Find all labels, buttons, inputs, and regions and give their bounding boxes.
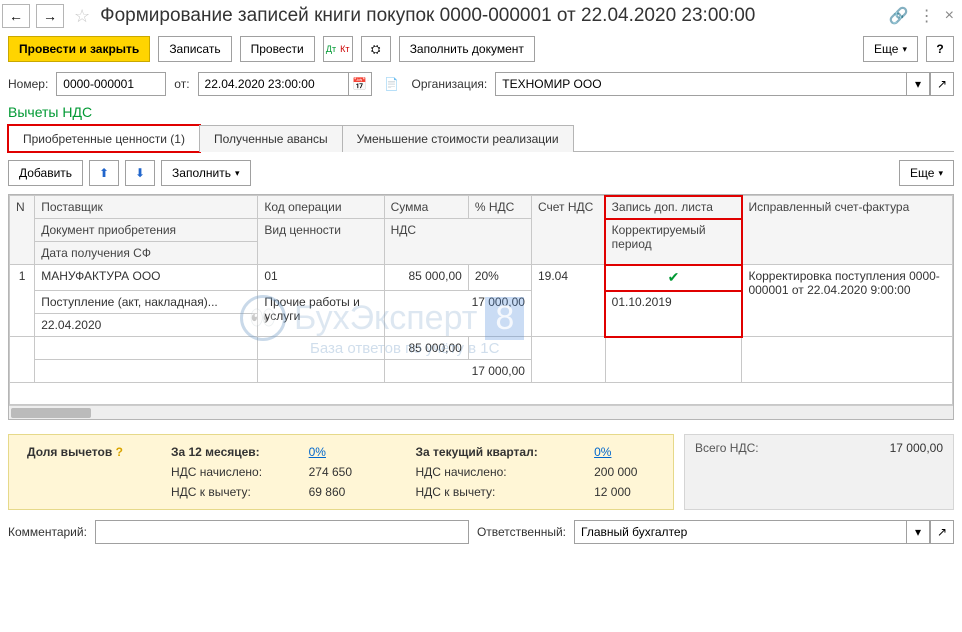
nds-charged-label-q: НДС начислено:	[410, 463, 587, 481]
hdr-dop: Запись доп. листа	[605, 196, 742, 219]
fill-button[interactable]: Заполнить ▾	[161, 160, 250, 186]
nds-charged-12: 274 650	[303, 463, 376, 481]
hdr-acct: Счет НДС	[531, 196, 605, 265]
link-icon[interactable]: 🔗	[889, 6, 909, 26]
move-up-icon[interactable]: ⬆	[89, 160, 119, 186]
help-question-icon[interactable]: ?	[116, 445, 123, 459]
toolbar: Провести и закрыть Записать Провести ДтК…	[0, 32, 962, 70]
number-label: Номер:	[8, 77, 48, 91]
hdr-valtype: Вид ценности	[258, 219, 384, 265]
footer-row: Комментарий: Ответственный: ▾ ↗	[0, 518, 962, 552]
add-button[interactable]: Добавить	[8, 160, 83, 186]
nds-deduct-label-12: НДС к вычету:	[165, 483, 301, 501]
nds-charged-q: 200 000	[588, 463, 661, 481]
section-header: Вычеты НДС	[0, 102, 962, 124]
table-row[interactable]: 1 МАНУФАКТУРА ООО 01 85 000,00 20% 19.04…	[10, 265, 953, 291]
periodq-pct[interactable]: 0%	[594, 445, 611, 459]
cell-sfdate: 22.04.2020	[35, 314, 258, 337]
cell-nds: 17 000,00	[384, 291, 531, 337]
nds-deduct-label-q: НДС к вычету:	[410, 483, 587, 501]
total-label: Всего НДС:	[695, 441, 759, 503]
cell-period: 01.10.2019	[605, 291, 742, 337]
org-link-icon[interactable]: 📄	[380, 72, 404, 96]
resp-label: Ответственный:	[477, 525, 566, 539]
back-button[interactable]: ←	[2, 4, 30, 28]
total-val: 17 000,00	[890, 441, 943, 503]
comment-input[interactable]	[95, 520, 469, 544]
cell-n: 1	[10, 265, 35, 337]
org-open-icon[interactable]: ↗	[930, 72, 954, 96]
kebab-icon[interactable]: ⋮	[919, 6, 935, 26]
totals-row: 85 000,00	[10, 337, 953, 360]
calendar-icon[interactable]: 📅	[348, 72, 372, 96]
total-nds: 17 000,00	[384, 360, 531, 383]
cell-supplier: МАНУФАКТУРА ООО	[35, 265, 258, 291]
org-input[interactable]	[495, 72, 906, 96]
hdr-pct: % НДС	[468, 196, 531, 219]
forward-button[interactable]: →	[36, 4, 64, 28]
horizontal-scrollbar[interactable]	[9, 405, 953, 419]
total-nds-panel: Всего НДС: 17 000,00	[684, 434, 954, 510]
cell-sum: 85 000,00	[384, 265, 468, 291]
number-input[interactable]	[56, 72, 166, 96]
resp-dropdown-icon[interactable]: ▾	[906, 520, 930, 544]
nds-deduct-12: 69 860	[303, 483, 376, 501]
cell-doc: Поступление (акт, накладная)...	[35, 291, 258, 314]
comment-label: Комментарий:	[8, 525, 87, 539]
tab-reduction[interactable]: Уменьшение стоимости реализации	[342, 125, 574, 152]
period12-label: За 12 месяцев:	[171, 445, 260, 459]
cell-acct: 19.04	[531, 265, 605, 337]
hdr-sum: Сумма	[384, 196, 468, 219]
period12-pct[interactable]: 0%	[309, 445, 326, 459]
grid: N Поставщик Код операции Сумма % НДС Сче…	[8, 194, 954, 420]
form-row: Номер: от: 📅 📄 Организация: ▾ ↗	[0, 70, 962, 102]
post-close-button[interactable]: Провести и закрыть	[8, 36, 150, 62]
tab-values[interactable]: Приобретенные ценности (1)	[8, 125, 200, 152]
nds-charged-label-12: НДС начислено:	[165, 463, 301, 481]
share-label: Доля вычетов	[27, 445, 112, 459]
cell-fix: Корректировка поступления 0000-000001 от…	[742, 265, 953, 337]
more-button[interactable]: Еще ▾	[863, 36, 918, 62]
dtct-icon[interactable]: ДтКт	[323, 36, 353, 62]
total-sum: 85 000,00	[384, 337, 468, 360]
hdr-period: Корректируемый период	[605, 219, 742, 265]
hdr-supplier: Поставщик	[35, 196, 258, 219]
date-input[interactable]	[198, 72, 348, 96]
page-title: Формирование записей книги покупок 0000-…	[100, 5, 883, 27]
cell-valtype: Прочие работы и услуги	[258, 291, 384, 337]
titlebar: ← → ☆ Формирование записей книги покупок…	[0, 0, 962, 32]
cell-dop-check[interactable]: ✔	[605, 265, 742, 291]
nds-deduct-q: 12 000	[588, 483, 661, 501]
hdr-nds: НДС	[384, 219, 531, 265]
tabs: Приобретенные ценности (1) Полученные ав…	[8, 124, 954, 152]
grid-more-button[interactable]: Еще ▾	[899, 160, 954, 186]
resp-open-icon[interactable]: ↗	[930, 520, 954, 544]
tab-advances[interactable]: Полученные авансы	[199, 125, 343, 152]
hdr-doc: Документ приобретения	[35, 219, 258, 242]
org-dropdown-icon[interactable]: ▾	[906, 72, 930, 96]
move-down-icon[interactable]: ⬇	[125, 160, 155, 186]
structure-icon[interactable]: ⛭	[361, 36, 391, 62]
cell-opcode: 01	[258, 265, 384, 291]
post-button[interactable]: Провести	[240, 36, 315, 62]
cell-pct: 20%	[468, 265, 531, 291]
hdr-n: N	[10, 196, 35, 265]
hdr-sfdate: Дата получения СФ	[35, 242, 258, 265]
date-label: от:	[174, 77, 189, 91]
resp-input[interactable]	[574, 520, 906, 544]
hdr-opcode: Код операции	[258, 196, 384, 219]
star-icon[interactable]: ☆	[74, 6, 90, 27]
save-button[interactable]: Записать	[158, 36, 231, 62]
periodq-label: За текущий квартал:	[416, 445, 538, 459]
fill-doc-button[interactable]: Заполнить документ	[399, 36, 535, 62]
help-button[interactable]: ?	[926, 36, 954, 62]
org-label: Организация:	[412, 77, 488, 91]
close-icon[interactable]: ×	[945, 7, 954, 25]
summary-row: Доля вычетов ? За 12 месяцев: 0% За теку…	[0, 426, 962, 518]
check-icon: ✔	[668, 269, 680, 285]
subbar: Добавить ⬆ ⬇ Заполнить ▾ Еще ▾	[0, 152, 962, 194]
hdr-fix: Исправленный счет-фактура	[742, 196, 953, 265]
deductions-panel: Доля вычетов ? За 12 месяцев: 0% За теку…	[8, 434, 674, 510]
